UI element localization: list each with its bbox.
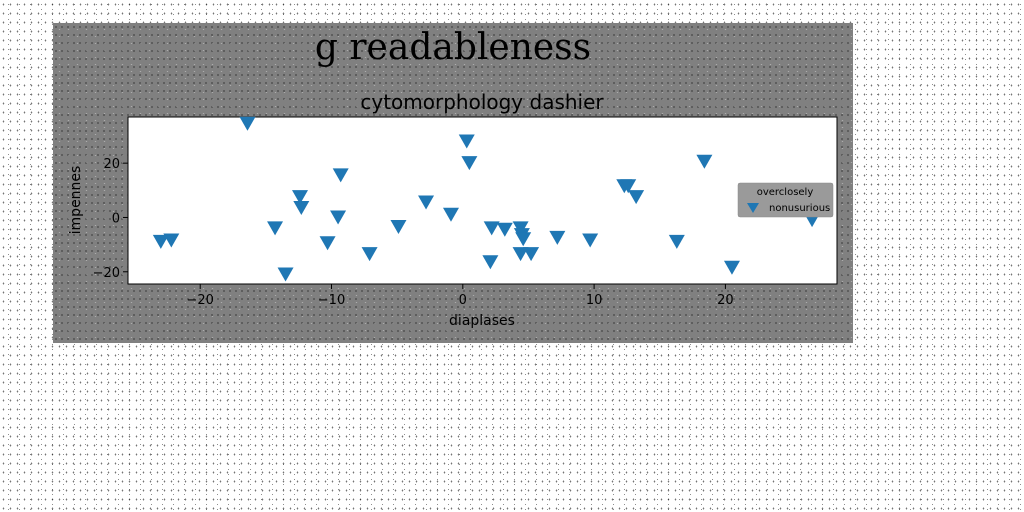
- scatter-point: [696, 154, 713, 169]
- scatter-point: [512, 247, 529, 262]
- scatter-point: [549, 230, 566, 245]
- y-tick-label: −20: [93, 266, 120, 281]
- legend-title: overclosely: [757, 187, 814, 198]
- data-points: [152, 116, 821, 282]
- x-axis-label: diaplases: [449, 313, 515, 329]
- scatter-point: [163, 233, 180, 248]
- scatter-point: [330, 210, 347, 225]
- scatter-point: [668, 234, 685, 249]
- scatter-point: [332, 168, 349, 183]
- scatter-point: [390, 219, 407, 234]
- x-tick-label: 0: [459, 293, 467, 308]
- scatter-point: [723, 260, 740, 275]
- scatter-point: [458, 134, 475, 149]
- scatter-point: [361, 247, 378, 262]
- x-tick-label: −20: [186, 293, 213, 308]
- x-tick-label: 10: [586, 293, 603, 308]
- scatter-point: [620, 179, 637, 194]
- scatter-point: [496, 222, 513, 237]
- scatter-point: [582, 233, 599, 248]
- scatter-point: [482, 255, 499, 270]
- chart-subtitle: cytomorphology dashier: [360, 90, 604, 114]
- scatter-point: [515, 232, 532, 247]
- figure-panel: g readableness cytomorphology dashier −2…: [53, 23, 853, 343]
- y-axis-label: impennes: [68, 166, 84, 235]
- scatter-chart: g readableness cytomorphology dashier −2…: [68, 27, 838, 329]
- scatter-point: [239, 116, 256, 131]
- scatter-point: [277, 267, 294, 282]
- scatter-point: [483, 221, 500, 236]
- legend-marker-icon: [747, 203, 759, 213]
- axis-ticks: −20 −10 0 10 20 −20 0 20: [93, 157, 734, 308]
- scatter-point: [319, 236, 336, 251]
- legend: overclosely nonusurious: [737, 182, 834, 218]
- scatter-point: [523, 247, 540, 262]
- legend-entry-label: nonusurious: [769, 203, 830, 214]
- legend-box: [737, 182, 834, 218]
- y-tick-label: 0: [112, 211, 120, 226]
- y-tick-label: 20: [103, 157, 120, 172]
- scatter-point: [291, 190, 308, 205]
- scatter-point: [461, 156, 478, 171]
- x-tick-label: 20: [717, 293, 734, 308]
- scatter-point: [152, 234, 169, 249]
- scatter-point: [418, 195, 435, 210]
- chart-title: g readableness: [315, 27, 591, 68]
- scatter-point: [628, 190, 645, 205]
- scatter-point: [442, 207, 459, 222]
- scatter-point: [267, 221, 284, 236]
- x-tick-label: −10: [318, 293, 345, 308]
- plot-area: [127, 116, 838, 285]
- scatter-point: [293, 200, 310, 215]
